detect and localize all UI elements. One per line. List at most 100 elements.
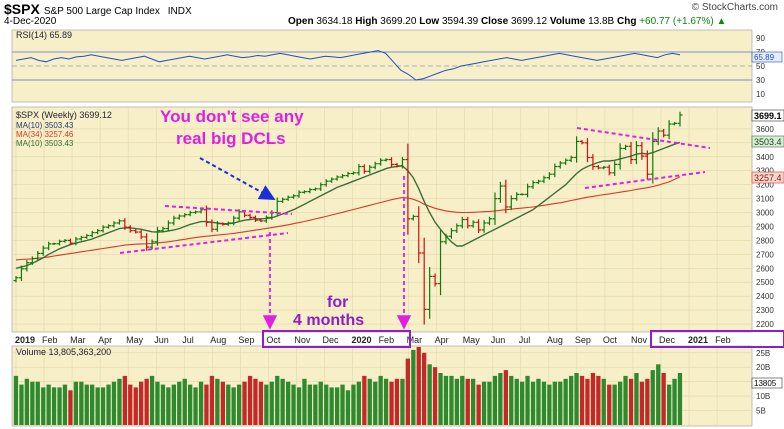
volume-bar — [62, 384, 68, 425]
volume-bar — [667, 384, 672, 425]
volume-bar — [41, 387, 46, 425]
last-price-label: 3699.1 — [754, 111, 782, 121]
volume-bar — [237, 384, 242, 425]
volume-bar — [90, 384, 95, 425]
volume-bar — [579, 375, 585, 425]
x-axis-label: Dec — [659, 335, 676, 345]
volume-bar — [628, 378, 634, 425]
volume-bar — [367, 378, 372, 425]
volume-bar — [51, 387, 57, 425]
volume-bar — [443, 375, 449, 425]
volume-bar — [585, 378, 590, 425]
volume-bar — [275, 375, 280, 425]
x-axis-label: Mar — [70, 335, 86, 345]
x-axis-label: Jun — [154, 335, 169, 345]
x-axis-label: Sep — [575, 335, 591, 345]
volume-bar — [541, 381, 547, 425]
low-value: 3594.39 — [442, 16, 479, 27]
volume-bar — [111, 381, 117, 425]
upper-trendline-2020 — [576, 127, 711, 149]
volume-bar — [400, 378, 405, 425]
volume-legend: Volume 13,805,363,200 — [16, 347, 111, 357]
volume-bar — [335, 387, 340, 425]
x-axis-label: Oct — [266, 335, 281, 345]
volume-bar — [596, 375, 601, 425]
low-label: Low — [419, 16, 440, 27]
volume-bar — [471, 378, 476, 425]
ma10b-legend: MA(10) 3503.43 — [16, 139, 74, 148]
volume-bar — [536, 378, 541, 425]
index-name: S&P 500 Large Cap Index — [43, 6, 160, 17]
volume-bar — [313, 384, 318, 425]
x-axis-label: Dec — [322, 335, 339, 345]
volume-bar — [193, 387, 198, 425]
volume-bar — [449, 375, 454, 425]
x-axis-label: May — [463, 335, 481, 345]
volume-bar — [574, 373, 579, 425]
symbol-title: $SPX S&P 500 Large Cap Index INDX — [4, 1, 192, 17]
price-tick-label: 2500 — [756, 278, 774, 287]
x-axis-label: Sep — [238, 335, 254, 345]
volume-bar — [389, 381, 394, 425]
volume-bar — [253, 378, 258, 425]
volume-bar — [520, 381, 525, 425]
price-panel — [11, 106, 753, 333]
high-value: 3699.20 — [380, 16, 417, 27]
volume-tick-label: 25B — [756, 349, 770, 358]
x-axis-label: Feb — [379, 335, 395, 345]
volume-bar — [24, 378, 29, 425]
dcl-note-line1: You don't see any — [160, 107, 304, 126]
volume-bar — [30, 381, 35, 425]
volume-bar — [454, 378, 459, 425]
close-label: Close — [480, 16, 509, 27]
volume-bar — [149, 375, 155, 425]
rsi-series — [15, 50, 681, 81]
volume-bar — [503, 370, 508, 425]
rsi-tick-label: 10 — [756, 90, 765, 99]
volume-bar — [601, 378, 606, 425]
volume-bar — [558, 381, 563, 425]
volume-bar — [100, 387, 106, 425]
volume-bar — [645, 378, 650, 425]
x-axis-label: Aug — [547, 335, 563, 345]
x-axis-label: 2021 — [688, 335, 708, 345]
x-axis-label: Mar — [407, 335, 423, 345]
volume-bars — [13, 347, 683, 425]
dcl-note-line2: real big DCLs — [176, 129, 286, 148]
volume-bar — [128, 384, 133, 425]
volume-bar — [296, 387, 302, 425]
ma34-value-label: 3257.4 — [754, 173, 782, 183]
chg-up-icon: ▲ — [716, 16, 727, 27]
lower-trendline-2019 — [119, 232, 289, 254]
volume-bar — [656, 364, 661, 425]
volume-bar — [552, 381, 557, 425]
volume-bar — [672, 378, 677, 425]
open-value: 3634.18 — [316, 16, 353, 27]
volume-bar — [661, 373, 666, 425]
volume-bar — [117, 378, 122, 425]
price-legend: $SPX (Weekly) 3699.12 — [16, 110, 112, 120]
volume-bar — [35, 381, 40, 425]
lower-trendline-2020 — [584, 171, 706, 189]
volume-bar — [204, 384, 209, 425]
volume-bar — [530, 381, 536, 425]
source-credit: © StockCharts.com — [691, 2, 778, 13]
volume-bar — [465, 378, 470, 425]
chg-label: Chg — [616, 16, 637, 27]
volume-bar — [133, 387, 138, 425]
volume-bar — [209, 375, 215, 425]
volume-bar — [106, 384, 111, 425]
volume-bar — [607, 384, 612, 425]
volume-bar — [329, 387, 334, 425]
volume-value-label: 13805 — [754, 379, 777, 388]
chg-value: +60.77 (+1.67%) — [639, 16, 714, 27]
volume-bar — [182, 378, 187, 425]
price-tick-label: 2400 — [756, 292, 774, 301]
volume-bar — [324, 384, 329, 425]
volume-bar — [340, 384, 345, 425]
volume-bar — [291, 384, 296, 425]
volume-bar — [405, 358, 410, 425]
volume-bar — [623, 375, 628, 425]
volume-bar — [242, 381, 247, 425]
volume-bar — [177, 381, 182, 425]
